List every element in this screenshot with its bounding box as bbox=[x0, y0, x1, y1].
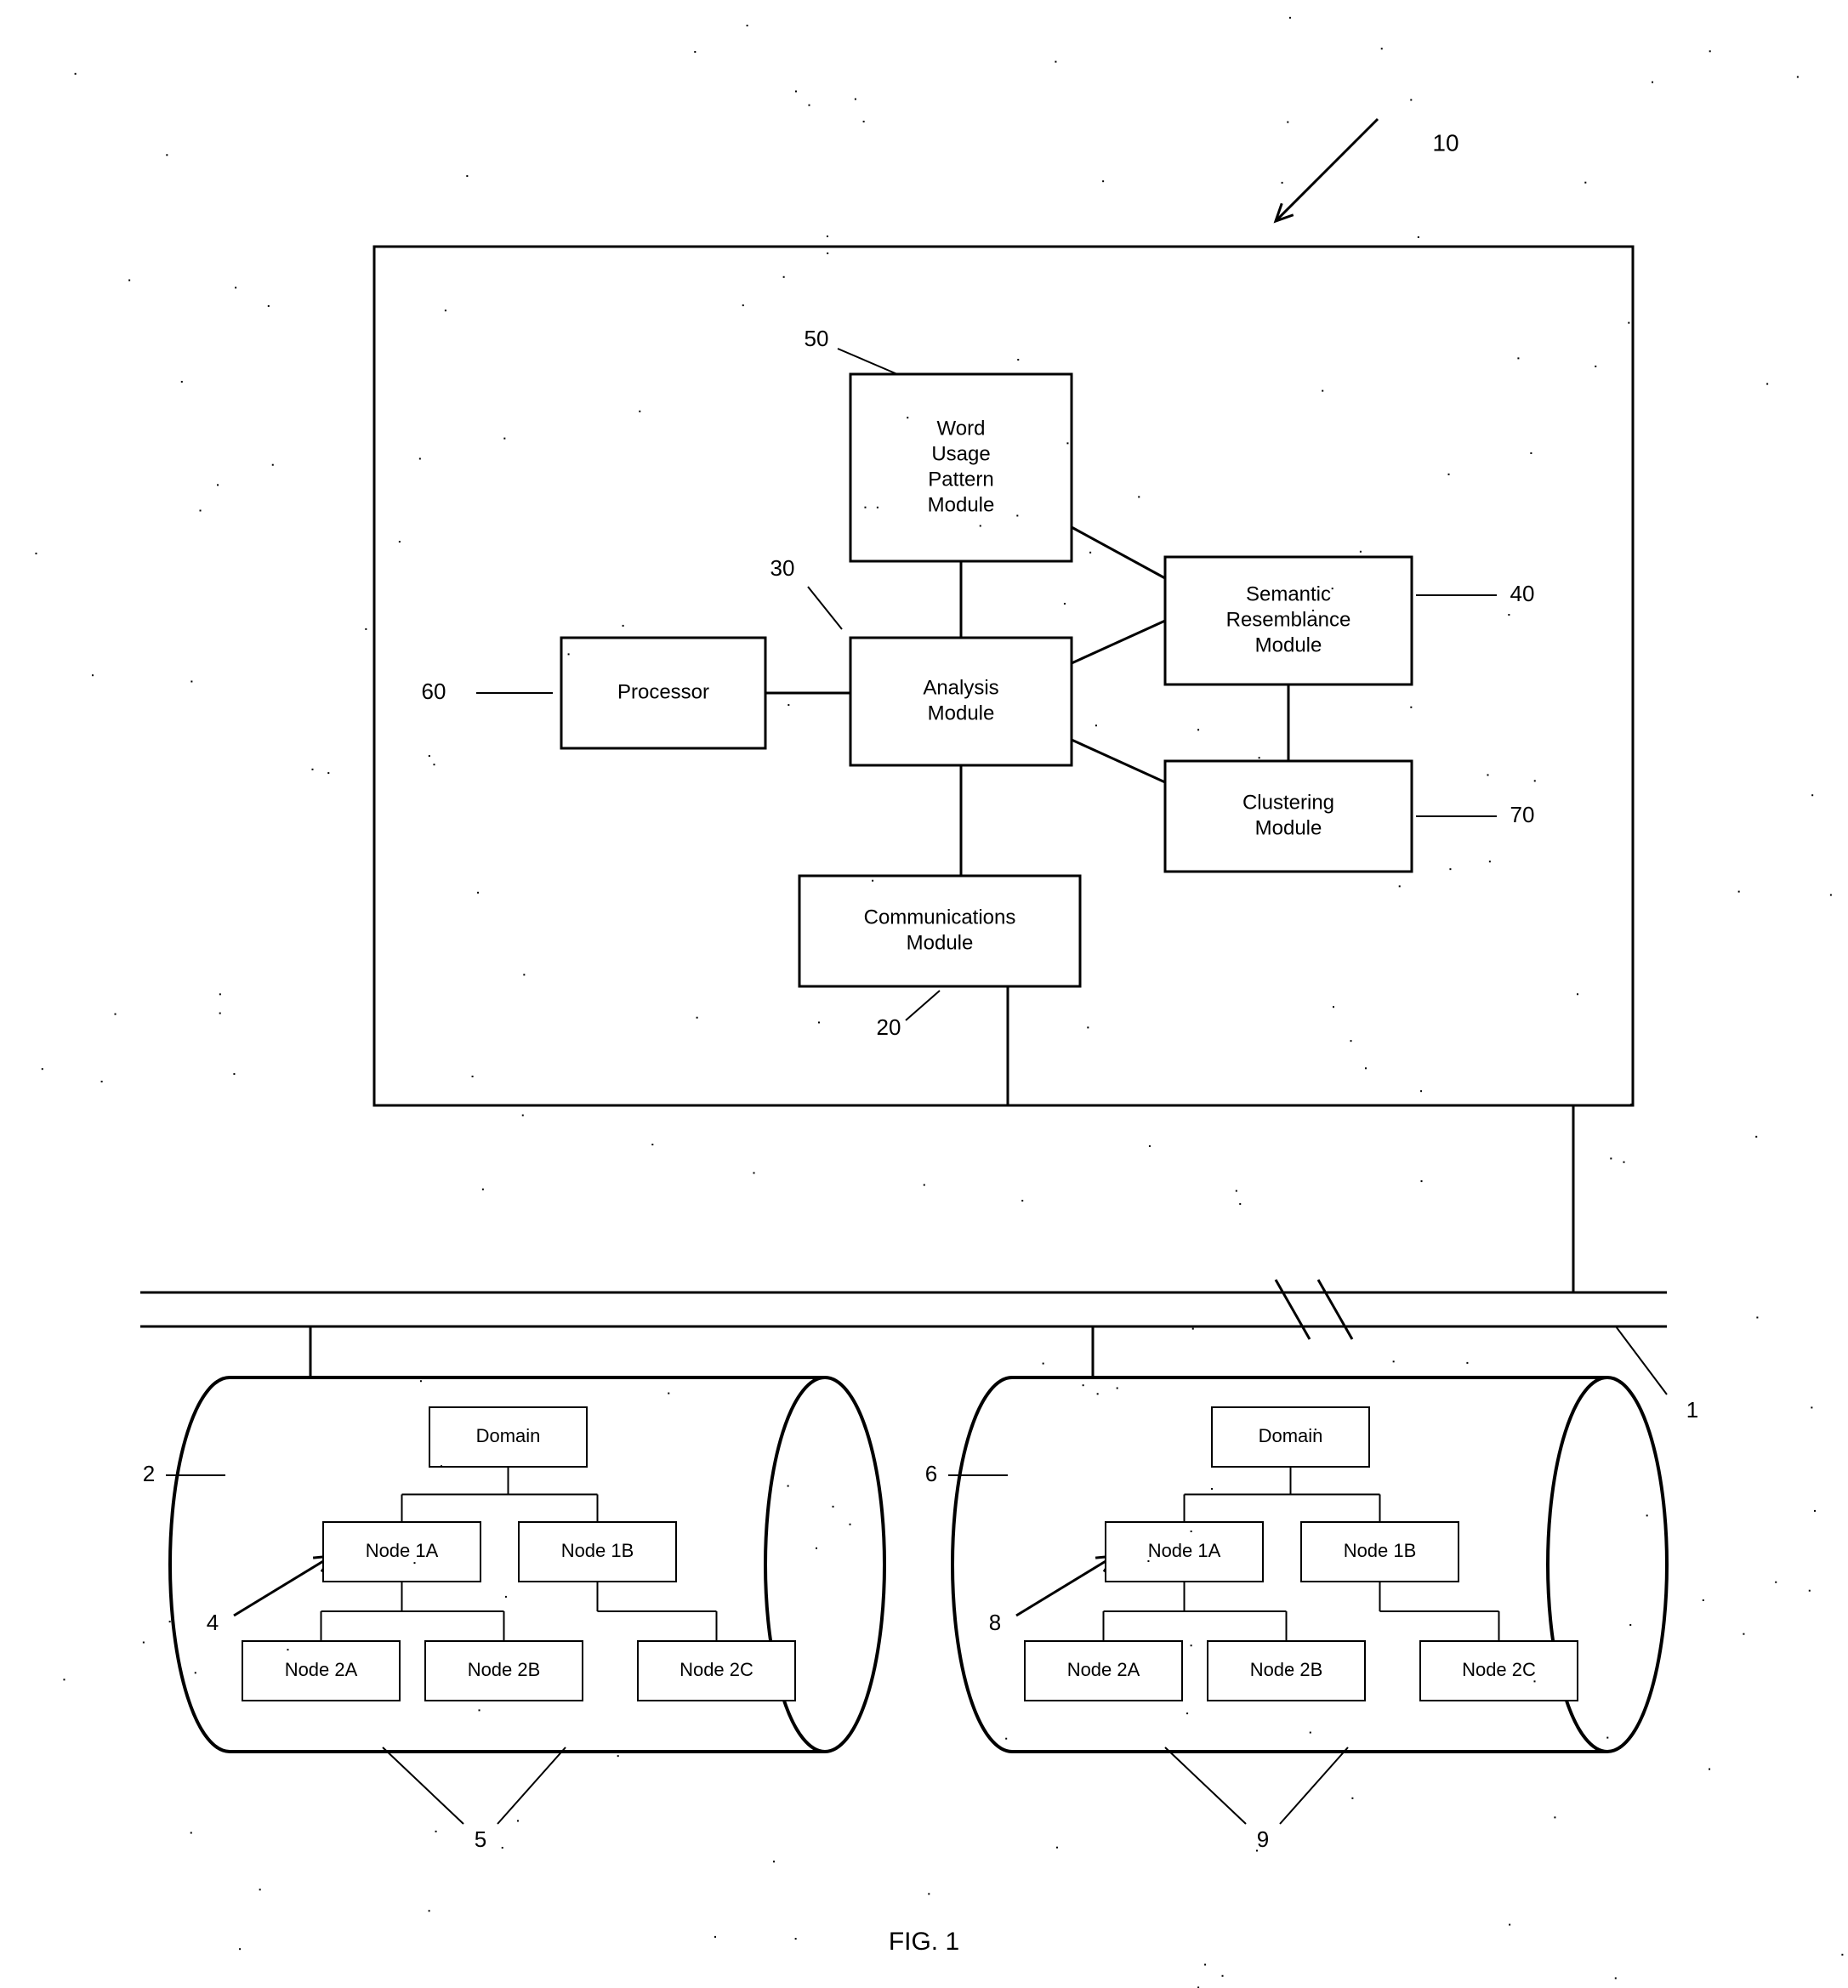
ref-60: 60 bbox=[422, 679, 446, 704]
ref-70: 70 bbox=[1510, 802, 1535, 827]
node-2b-left-label: Node 2B bbox=[468, 1659, 541, 1680]
ref-6: 6 bbox=[925, 1461, 937, 1486]
ref-40: 40 bbox=[1510, 581, 1535, 606]
module-comm-label: Communications bbox=[864, 906, 1016, 929]
node-1a-right-label: Node 1A bbox=[1148, 1540, 1221, 1561]
module-clustering-label: Module bbox=[1255, 816, 1322, 839]
node-domain-right-label: Domain bbox=[1259, 1425, 1323, 1446]
module-processor-label: Processor bbox=[617, 680, 709, 703]
module-analysis-label: Analysis bbox=[923, 676, 998, 699]
node-1a-left-label: Node 1A bbox=[366, 1540, 439, 1561]
ref-4: 4 bbox=[207, 1610, 219, 1635]
module-wordusage-label: Usage bbox=[931, 442, 990, 465]
module-wordusage-label: Module bbox=[928, 493, 995, 516]
ref-30: 30 bbox=[770, 555, 795, 581]
module-wordusage-label: Pattern bbox=[928, 468, 993, 491]
node-2b-right-label: Node 2B bbox=[1250, 1659, 1323, 1680]
module-analysis-label: Module bbox=[928, 701, 995, 724]
node-2a-right-label: Node 2A bbox=[1067, 1659, 1140, 1680]
ref-50: 50 bbox=[805, 326, 829, 351]
diagram-canvas: 10Processor60AnalysisModule30WordUsagePa… bbox=[0, 0, 1848, 1988]
module-clustering-label: Clustering bbox=[1242, 791, 1334, 814]
node-2a-left-label: Node 2A bbox=[285, 1659, 358, 1680]
ref-5: 5 bbox=[475, 1826, 486, 1852]
ref-20: 20 bbox=[877, 1014, 901, 1040]
node-domain-left-label: Domain bbox=[476, 1425, 541, 1446]
node-2c-right-label: Node 2C bbox=[1462, 1659, 1536, 1680]
module-semantic-label: Resemblance bbox=[1226, 608, 1351, 631]
module-semantic-label: Semantic bbox=[1246, 582, 1331, 605]
ref-8: 8 bbox=[989, 1610, 1001, 1635]
module-wordusage-label: Word bbox=[937, 417, 986, 440]
node-1b-left-label: Node 1B bbox=[561, 1540, 634, 1561]
module-comm-label: Module bbox=[907, 931, 974, 954]
node-1b-right-label: Node 1B bbox=[1344, 1540, 1417, 1561]
ref-2: 2 bbox=[143, 1461, 155, 1486]
ref-10: 10 bbox=[1432, 129, 1458, 156]
ref-1: 1 bbox=[1686, 1397, 1698, 1423]
module-semantic-label: Module bbox=[1255, 633, 1322, 656]
figure-label: FIG. 1 bbox=[889, 1928, 959, 1956]
node-2c-left-label: Node 2C bbox=[679, 1659, 753, 1680]
ref-9: 9 bbox=[1257, 1826, 1269, 1852]
